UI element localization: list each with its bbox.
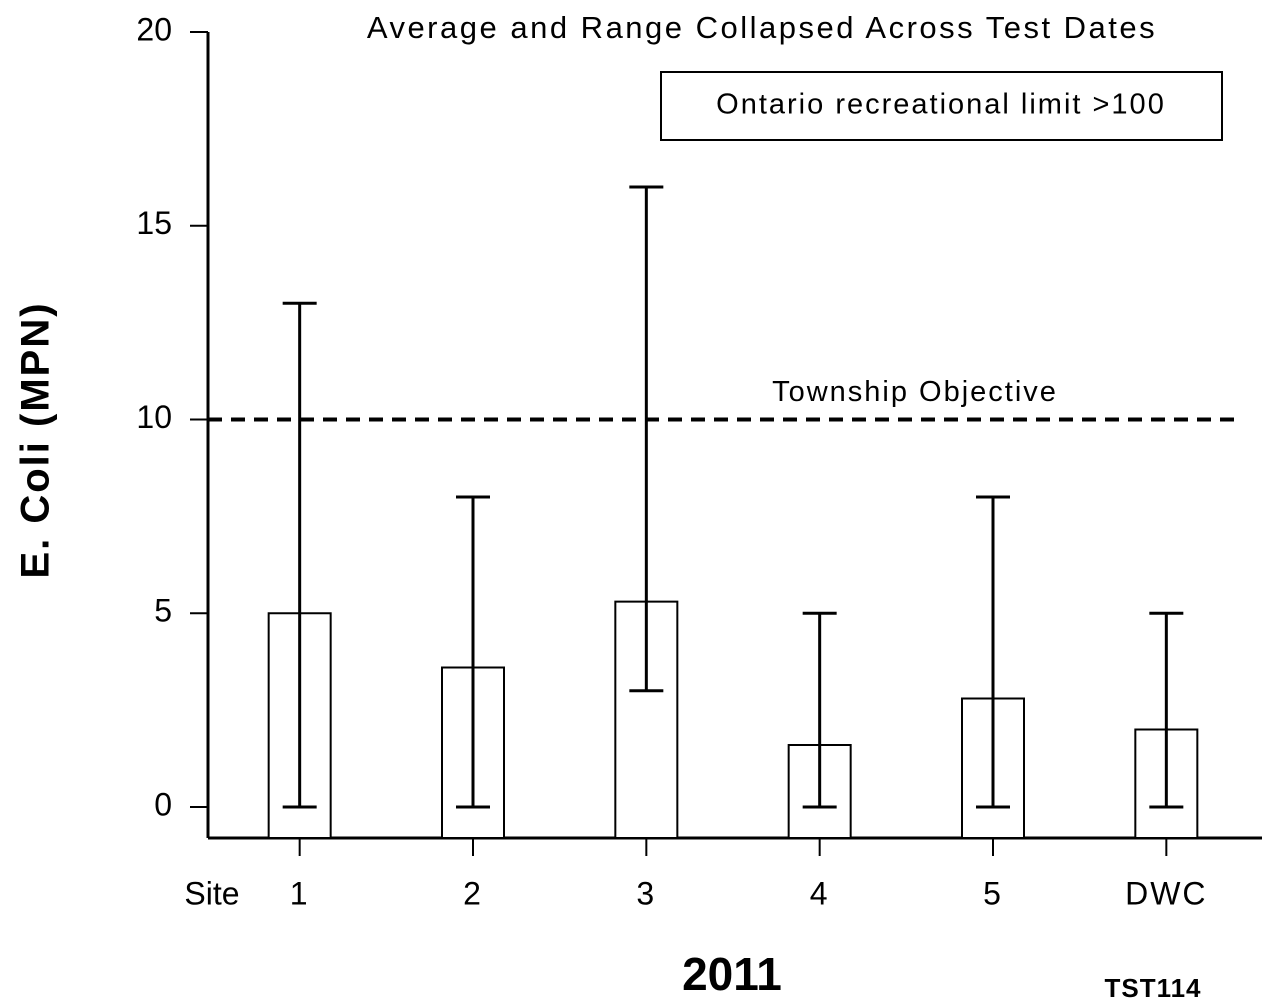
x-tick-label: DWC <box>1125 875 1207 911</box>
x-tick-label: 3 <box>636 875 656 911</box>
x-tick-label: 2 <box>463 875 483 911</box>
x-prefix: Site <box>184 875 239 911</box>
threshold-label: Township Objective <box>772 376 1058 408</box>
x-tick-label: 1 <box>290 875 310 911</box>
y-axis-label: E. Coli (MPN) <box>14 301 58 578</box>
y-tick-label: 5 <box>154 593 172 629</box>
x-tick-label: 4 <box>810 875 830 911</box>
chart-title: Average and Range Collapsed Across Test … <box>367 10 1157 45</box>
y-tick-label: 20 <box>136 11 172 47</box>
note: TST114 <box>1104 973 1201 1003</box>
y-tick-label: 10 <box>136 399 172 435</box>
y-tick-label: 0 <box>154 786 172 822</box>
y-tick-label: 15 <box>136 205 172 241</box>
legend-text: Ontario recreational limit >100 <box>716 89 1166 121</box>
x-axis-label: 2011 <box>682 948 782 1000</box>
x-tick-label: 5 <box>983 875 1003 911</box>
legend-box <box>660 71 1223 141</box>
